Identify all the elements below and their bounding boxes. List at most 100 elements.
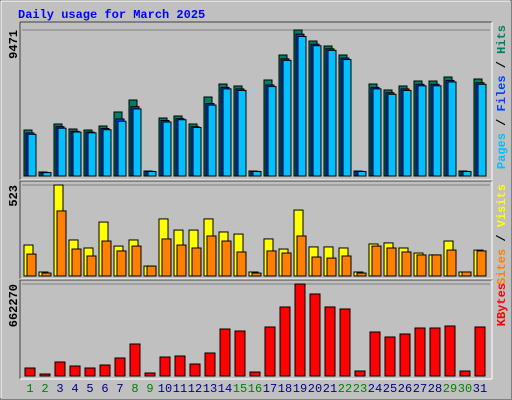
bar <box>309 293 321 377</box>
bar <box>117 120 127 177</box>
bar <box>459 370 471 377</box>
bar <box>41 272 52 277</box>
bar <box>114 357 126 377</box>
bar <box>54 361 66 377</box>
bar <box>266 250 277 277</box>
x-tick-label: 14 <box>218 382 232 396</box>
x-tick-label: 7 <box>116 382 123 396</box>
legend-entry: Sites <box>495 249 509 285</box>
y-tick-label: 523 <box>7 185 21 207</box>
bar <box>177 119 187 177</box>
bar <box>264 326 276 377</box>
bar <box>132 108 142 177</box>
legend: Pages / Files / Hits <box>495 25 509 169</box>
bar <box>446 249 457 277</box>
bar <box>249 371 261 377</box>
bar <box>476 250 487 277</box>
bar <box>176 244 187 277</box>
y-tick-label: 662270 <box>7 284 21 327</box>
bar <box>252 171 262 177</box>
bar <box>189 363 201 377</box>
bar <box>444 325 456 377</box>
bar <box>207 104 217 177</box>
bar <box>251 272 262 277</box>
bar <box>281 252 292 277</box>
legend-entry: Files <box>495 75 509 111</box>
bar <box>386 247 397 277</box>
x-tick-label: 26 <box>398 382 412 396</box>
bar <box>474 326 486 377</box>
x-tick-label: 31 <box>473 382 487 396</box>
bar <box>69 365 81 377</box>
legend-separator: / <box>495 54 509 76</box>
x-tick-label: 30 <box>458 382 472 396</box>
bar <box>159 356 171 377</box>
bar <box>129 343 141 377</box>
bar <box>56 210 67 277</box>
bar <box>191 247 202 277</box>
bar <box>222 88 232 177</box>
bar <box>341 255 352 277</box>
x-tick-label: 19 <box>293 382 307 396</box>
legend-entry: Pages <box>495 133 509 169</box>
bar <box>116 250 127 277</box>
x-tick-label: 25 <box>383 382 397 396</box>
bar <box>237 89 247 177</box>
bar <box>417 85 427 177</box>
x-tick-label: 6 <box>101 382 108 396</box>
bar <box>402 89 412 177</box>
x-tick-label: 13 <box>203 382 217 396</box>
bar <box>39 373 51 377</box>
bar <box>234 330 246 377</box>
legend-entry: KBytes <box>495 283 509 326</box>
bar <box>431 254 442 277</box>
bar <box>174 355 186 377</box>
bar <box>324 306 336 377</box>
bar <box>356 272 367 277</box>
bar <box>447 81 457 177</box>
bar <box>296 235 307 277</box>
x-tick-label: 3 <box>56 382 63 396</box>
x-tick-label: 1 <box>26 382 33 396</box>
bar <box>339 308 351 377</box>
legend: KBytes <box>495 283 509 326</box>
bar <box>144 372 156 377</box>
x-tick-label: 18 <box>278 382 292 396</box>
bar <box>27 133 37 177</box>
bar <box>86 255 97 277</box>
bar <box>387 93 397 177</box>
bar <box>416 254 427 277</box>
x-tick-label: 8 <box>131 382 138 396</box>
x-tick-label: 22 <box>338 382 352 396</box>
bar <box>87 132 97 177</box>
bar <box>311 256 322 277</box>
x-tick-label: 9 <box>146 382 153 396</box>
x-tick-label: 5 <box>86 382 93 396</box>
bar <box>161 238 172 277</box>
bar <box>204 352 216 377</box>
x-tick-label: 17 <box>263 382 277 396</box>
bar <box>279 306 291 377</box>
x-tick-label: 28 <box>428 382 442 396</box>
bar <box>354 370 366 377</box>
bar <box>236 251 247 277</box>
x-tick-label: 4 <box>71 382 78 396</box>
x-tick-label: 27 <box>413 382 427 396</box>
x-tick-label: 16 <box>248 382 262 396</box>
bar <box>384 336 396 377</box>
bar <box>219 328 231 377</box>
legend-entry: Visits <box>495 184 509 227</box>
bar <box>297 35 307 177</box>
bar <box>401 251 412 277</box>
bar <box>72 131 82 177</box>
bar <box>477 83 487 177</box>
x-tick-label: 20 <box>308 382 322 396</box>
legend-entry: Hits <box>495 25 509 54</box>
bar <box>342 59 352 177</box>
legend: Sites / Visits <box>495 184 509 285</box>
x-tick-label: 10 <box>158 382 172 396</box>
x-tick-label: 24 <box>368 382 382 396</box>
bar <box>102 129 112 177</box>
panel <box>20 280 492 379</box>
